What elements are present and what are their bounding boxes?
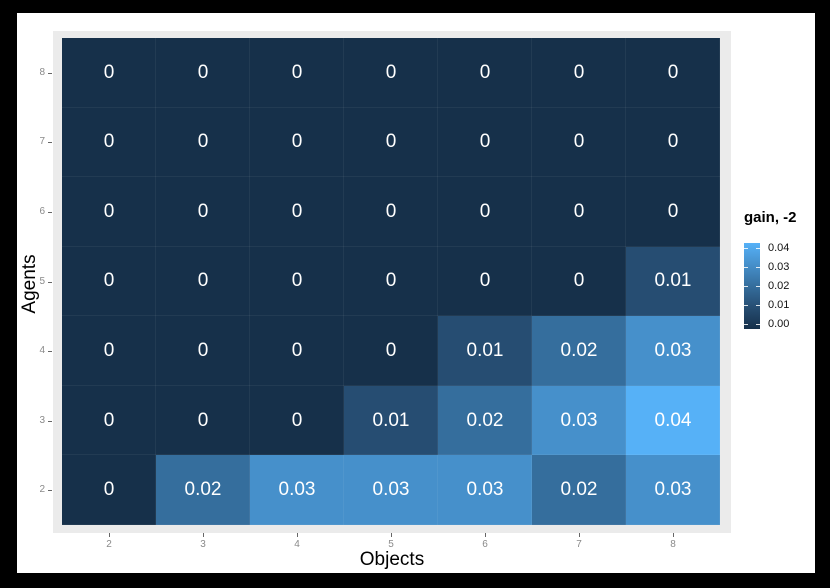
x-axis-tick [297, 533, 298, 537]
heatmap-cell: 0 [250, 316, 344, 386]
heatmap-cell: 0.03 [438, 455, 532, 525]
heatmap-cell: 0.03 [344, 455, 438, 525]
legend-tick-label: 0.04 [768, 242, 790, 254]
heatmap-cell: 0 [62, 385, 156, 456]
heatmap-cell: 0.02 [156, 455, 250, 525]
x-axis-tick [109, 533, 110, 537]
heatmap-cell: 0 [62, 177, 156, 247]
heatmap-cell: 0 [344, 246, 438, 317]
heatmap-cell: 0 [250, 177, 344, 247]
y-axis-tick [48, 211, 52, 213]
x-axis-tick [391, 533, 392, 537]
y-axis-tick-label: 2 [39, 484, 45, 496]
heatmap-cell: 0 [626, 38, 720, 108]
x-axis-tick-label: 6 [482, 539, 488, 550]
y-axis-tick-label: 5 [39, 275, 45, 287]
heatmap-cell: 0 [156, 38, 250, 108]
heatmap-cell: 0 [438, 246, 532, 317]
legend-bar-tick [744, 267, 748, 268]
legend-bar-tick [756, 248, 760, 249]
legend-bar-tick [756, 324, 760, 325]
heatmap-cell: 0 [438, 38, 532, 108]
y-axis-tick [48, 351, 52, 353]
heatmap-cell: 0 [438, 177, 532, 247]
heatmap-cell: 0.03 [532, 385, 626, 456]
heatmap-cell: 0 [156, 177, 250, 247]
heatmap-cell: 0.02 [438, 385, 532, 456]
y-axis-tick-label: 7 [39, 136, 45, 148]
heatmap-cell: 0 [156, 107, 250, 178]
heatmap-cell: 0 [532, 107, 626, 178]
x-axis-tick-label: 3 [200, 539, 206, 550]
heatmap-cell: 0 [62, 246, 156, 317]
heatmap-cell: 0 [156, 246, 250, 317]
x-axis-tick [579, 533, 580, 537]
x-axis-title: Objects [359, 549, 425, 570]
heatmap-cell: 0.02 [532, 455, 626, 525]
heatmap-cell: 0 [438, 107, 532, 178]
heatmap-cell: 0 [250, 107, 344, 178]
x-axis-tick [203, 533, 204, 537]
figure: 0 0 0 0 0 0 0 0 0 0 0 0 0 0 0 0 0 0 0 0 0 0 0 0 0 0 0 0.01 0 0 0 0 0.01 0… [17, 13, 815, 573]
heatmap-cell: 0 [532, 177, 626, 247]
x-axis-tick [485, 533, 486, 537]
y-axis-tick [48, 281, 52, 283]
heatmap-cell: 0 [62, 107, 156, 178]
legend-tick-label: 0.01 [768, 299, 790, 311]
y-axis-tick [48, 490, 52, 492]
heatmap-cell: 0 [250, 38, 344, 108]
heatmap-cell: 0.01 [344, 385, 438, 456]
heatmap-cell: 0.03 [626, 316, 720, 386]
heatmap-cell: 0 [344, 107, 438, 178]
x-axis-tick-label: 4 [294, 539, 300, 550]
heatmap-cell: 0.04 [626, 385, 720, 456]
heatmap-cell: 0 [156, 316, 250, 386]
heatmap-cell: 0.02 [532, 316, 626, 386]
legend-colorbar [744, 243, 760, 329]
heatmap-cell: 0 [344, 38, 438, 108]
legend-bar-tick [744, 248, 748, 249]
y-axis-tick-label: 3 [39, 414, 45, 426]
heatmap-grid: 0 0 0 0 0 0 0 0 0 0 0 0 0 0 0 0 0 0 0 0 0 0 0 0 0 0 0 0.01 0 0 0 0 0.01 0… [62, 38, 720, 525]
y-axis-tick-label: 6 [39, 205, 45, 217]
heatmap-cell: 0 [532, 38, 626, 108]
x-axis-tick [673, 533, 674, 537]
heatmap-cell: 0.01 [438, 316, 532, 386]
y-axis-tick-label: 4 [39, 345, 45, 357]
legend-bar-tick [744, 324, 748, 325]
heatmap-cell: 0 [62, 455, 156, 525]
heatmap-cell: 0 [626, 107, 720, 178]
legend-tick-label: 0.02 [768, 280, 790, 292]
x-axis-tick-label: 7 [576, 539, 582, 550]
heatmap-cell: 0 [62, 316, 156, 386]
heatmap-cell: 0 [532, 246, 626, 317]
x-axis-tick-label: 8 [670, 539, 676, 550]
x-axis-tick-label: 2 [106, 539, 112, 550]
legend-bar-tick [756, 267, 760, 268]
legend-bar-tick [744, 286, 748, 287]
heatmap-cell: 0 [344, 177, 438, 247]
y-axis-title: Agents [19, 254, 40, 314]
y-axis-tick [48, 142, 52, 144]
legend-bar-tick [756, 305, 760, 306]
legend-tick-label: 0.00 [768, 318, 790, 330]
legend-tick-label: 0.03 [768, 261, 790, 273]
heatmap-cell: 0 [62, 38, 156, 108]
y-axis-tick [48, 72, 52, 74]
heatmap-cell: 0 [250, 385, 344, 456]
heatmap-cell: 0.01 [626, 246, 720, 317]
y-axis-tick [48, 420, 52, 422]
legend-bar-tick [744, 305, 748, 306]
heatmap-cell: 0 [156, 385, 250, 456]
heatmap-cell: 0 [626, 177, 720, 247]
heatmap-cell: 0 [250, 246, 344, 317]
heatmap-cell: 0.03 [626, 455, 720, 525]
y-axis-tick-label: 8 [39, 66, 45, 78]
x-axis-tick-label: 5 [388, 539, 394, 550]
legend-title: gain, -2 [744, 209, 797, 226]
heatmap-cell: 0.03 [250, 455, 344, 525]
legend-bar-tick [756, 286, 760, 287]
heatmap-cell: 0 [344, 316, 438, 386]
